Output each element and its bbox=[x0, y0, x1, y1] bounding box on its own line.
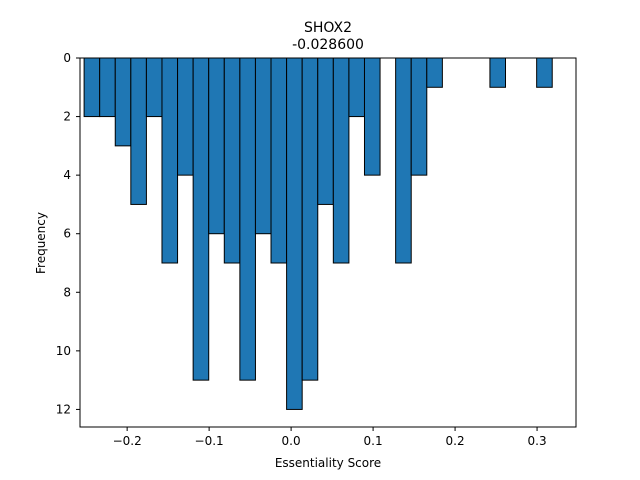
y-tick-label: 8 bbox=[63, 285, 71, 299]
histogram-bar bbox=[270, 57, 288, 264]
histogram-bar bbox=[286, 57, 303, 410]
x-tick-label: 0.3 bbox=[528, 434, 547, 448]
histogram-bar bbox=[223, 57, 241, 264]
histogram-bar bbox=[317, 57, 334, 205]
histogram-bar bbox=[536, 57, 553, 88]
y-tick-label: 6 bbox=[63, 227, 71, 241]
histogram-bar bbox=[395, 57, 412, 264]
histogram-bar bbox=[208, 57, 225, 235]
histogram-bar bbox=[130, 57, 147, 205]
histogram-bar bbox=[161, 57, 179, 264]
y-tick-label: 12 bbox=[56, 402, 71, 416]
bars-group bbox=[83, 57, 553, 410]
histogram-bar bbox=[114, 57, 132, 147]
histogram-bar bbox=[239, 57, 256, 381]
y-tick-label: 0 bbox=[63, 51, 71, 65]
histogram-bar bbox=[489, 57, 507, 88]
chart-subtitle: -0.028600 bbox=[292, 37, 364, 53]
histogram-bar bbox=[177, 57, 194, 176]
x-axis-ticks: −0.2 −0.1 0.0 0.1 0.2 0.3 bbox=[113, 427, 547, 448]
x-tick-label: 0.2 bbox=[446, 434, 465, 448]
x-tick-label: −0.1 bbox=[195, 434, 224, 448]
y-axis-ticks: 0 2 4 6 8 10 12 bbox=[56, 51, 80, 416]
y-tick-label: 2 bbox=[63, 110, 71, 124]
histogram-bar bbox=[348, 57, 365, 118]
y-tick-label: 4 bbox=[63, 168, 71, 182]
histogram-bar bbox=[426, 57, 443, 88]
x-axis-label: Essentiality Score bbox=[275, 456, 381, 470]
histogram-bar bbox=[83, 57, 101, 118]
x-tick-label: 0.1 bbox=[364, 434, 383, 448]
histogram-bar bbox=[410, 57, 428, 176]
histogram-bar bbox=[145, 57, 163, 118]
x-tick-label: 0.0 bbox=[282, 434, 301, 448]
y-axis-label: Frequency bbox=[34, 212, 48, 274]
plot-frame bbox=[79, 57, 577, 428]
y-tick-label: 10 bbox=[56, 344, 71, 358]
histogram-bar bbox=[254, 57, 272, 235]
x-tick-label: −0.2 bbox=[113, 434, 142, 448]
histogram-bar bbox=[363, 57, 381, 176]
histogram-bar bbox=[301, 57, 319, 381]
histogram-bar bbox=[99, 57, 116, 118]
chart-title: SHOX2 bbox=[304, 20, 352, 36]
histogram-bar bbox=[332, 57, 350, 264]
histogram-bar bbox=[192, 57, 210, 381]
